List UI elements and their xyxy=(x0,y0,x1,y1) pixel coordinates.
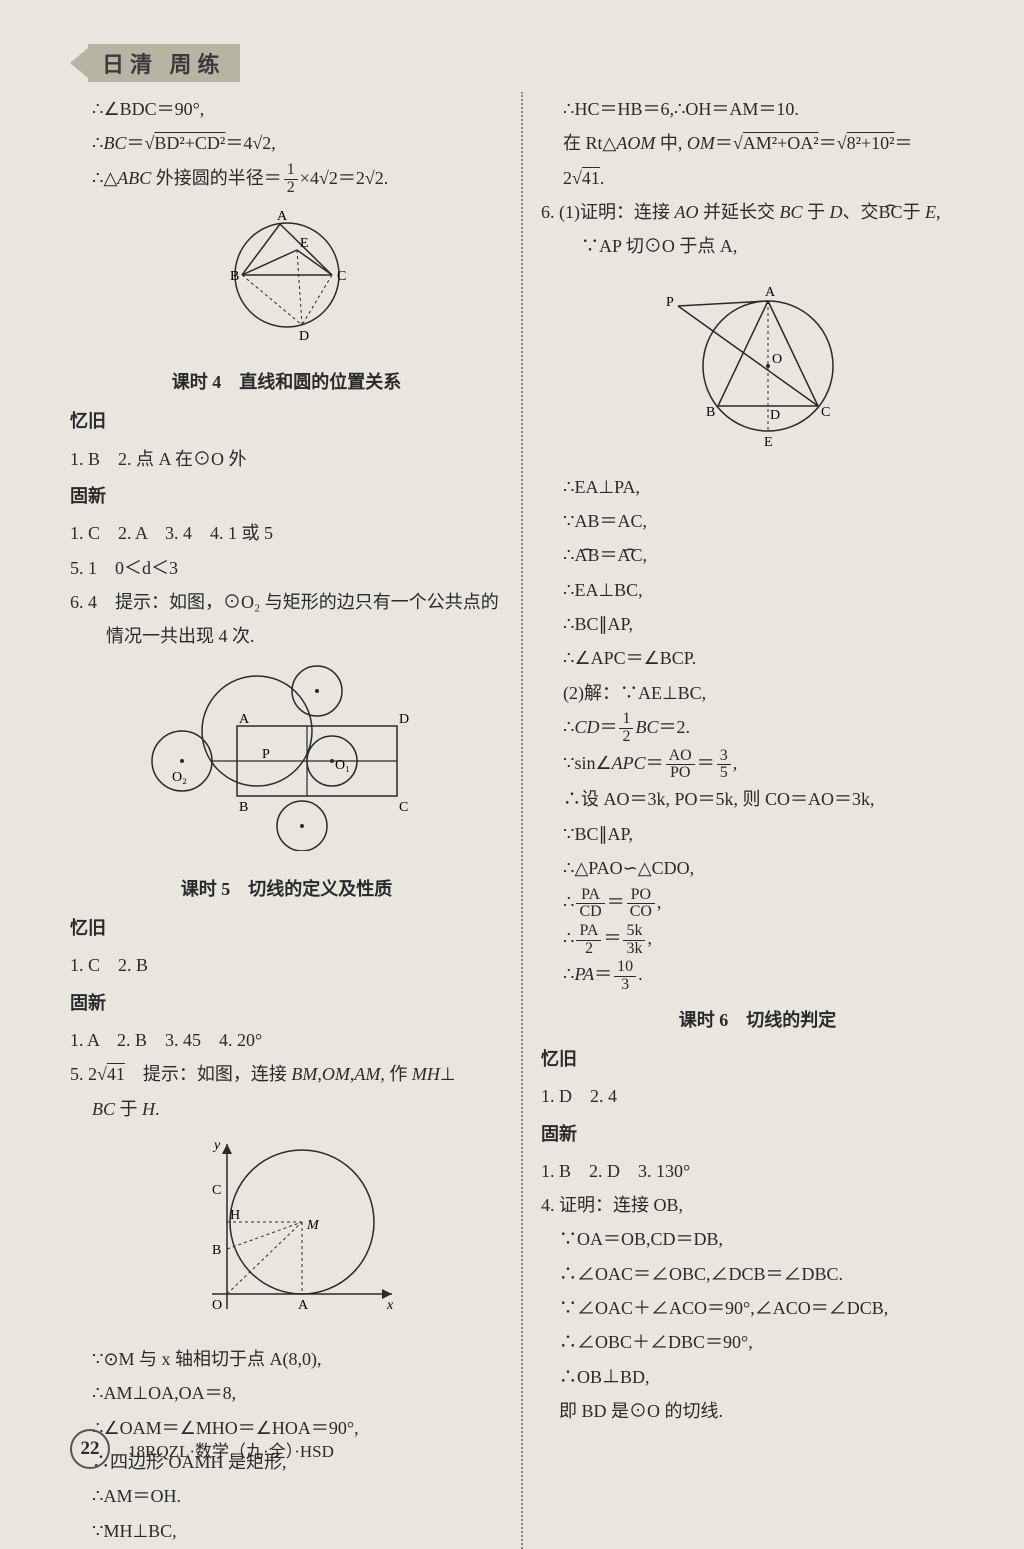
left-column: ∴∠BDC＝90°, ∴BC＝√BD²+CD²＝4√2, ∴△ABC 外接圆的半… xyxy=(70,92,503,1549)
text-line: 2√41. xyxy=(541,162,974,195)
svg-text:P: P xyxy=(262,747,270,762)
svg-text:O: O xyxy=(212,1298,222,1313)
page-footer: 22 18RQZL·数学（九·全）·HSD xyxy=(70,1429,334,1469)
header-arrow-icon xyxy=(70,48,88,78)
text-line: 5. 1 0＜d＜3 xyxy=(70,552,503,585)
text-line: ∵AB＝AC, xyxy=(541,505,974,538)
svg-text:A: A xyxy=(298,1298,309,1313)
text-line: 1. B 2. D 3. 130° xyxy=(541,1155,974,1188)
text-line: ∴EA⊥BC, xyxy=(541,574,974,607)
yijiu-heading: 忆旧 xyxy=(70,912,503,945)
text-line: ∵MH⊥BC, xyxy=(70,1515,503,1548)
lesson-5-title: 课时 5 切线的定义及性质 xyxy=(70,873,503,906)
svg-text:B: B xyxy=(230,269,239,284)
text-line: 1. C 2. B xyxy=(70,949,503,982)
text-line: ∴AM⊥OA,OA＝8, xyxy=(70,1377,503,1410)
text-line: ∴OB⊥BD, xyxy=(541,1361,974,1394)
svg-text:B: B xyxy=(706,405,715,420)
svg-text:E: E xyxy=(300,236,309,251)
text-line: 1. A 2. B 3. 45 4. 20° xyxy=(70,1024,503,1057)
figure-rect-circles: A B C D P O₁ O₂ xyxy=(70,661,503,862)
guxin-heading: 固新 xyxy=(70,480,503,513)
svg-text:B: B xyxy=(239,800,248,815)
svg-text:A: A xyxy=(277,209,288,224)
text-line: ∴BC∥AP, xyxy=(541,608,974,641)
svg-text:C: C xyxy=(399,800,408,815)
text-line: ∵⊙M 与 x 轴相切于点 A(8,0), xyxy=(70,1343,503,1376)
text-line: 情况一共出现 4 次. xyxy=(70,620,503,653)
svg-text:D: D xyxy=(299,329,309,344)
text-line: ∴PA2＝5k3k, xyxy=(541,922,974,957)
main-content: ∴∠BDC＝90°, ∴BC＝√BD²+CD²＝4√2, ∴△ABC 外接圆的半… xyxy=(70,92,974,1549)
svg-text:C: C xyxy=(212,1183,221,1198)
text-line: 6. (1)证明：连接 AO 并延长交 BC 于 D、交BC于 E, xyxy=(541,196,974,229)
footer-text: 18RQZL·数学（九·全）·HSD xyxy=(128,1437,334,1462)
svg-text:P: P xyxy=(666,295,674,310)
svg-text:B: B xyxy=(212,1243,221,1258)
figure-tangent-circle: O A B C H M x y xyxy=(70,1134,503,1335)
svg-text:C: C xyxy=(821,405,830,420)
header-title: 日清 周练 xyxy=(88,44,240,82)
text-line: ∴∠APC＝∠BCP. xyxy=(541,642,974,675)
text-line: 即 BD 是⊙O 的切线. xyxy=(541,1395,974,1428)
text-line: 4. 证明：连接 OB, xyxy=(541,1189,974,1222)
text-line: ∴∠BDC＝90°, xyxy=(70,93,503,126)
text-line: (2)解：∵AE⊥BC, xyxy=(541,677,974,710)
svg-text:D: D xyxy=(770,408,780,423)
svg-text:D: D xyxy=(399,712,409,727)
text-line: ∴△ABC 外接圆的半径＝12×4√2＝2√2. xyxy=(70,162,503,197)
figure-triangle-circle: A B C D E O P xyxy=(541,271,974,462)
text-line: ∴CD＝12BC＝2. xyxy=(541,711,974,746)
page-header: 日清 周练 xyxy=(70,48,240,78)
svg-text:A: A xyxy=(239,712,250,727)
svg-text:C: C xyxy=(337,269,346,284)
svg-text:M: M xyxy=(306,1218,320,1233)
yijiu-heading: 忆旧 xyxy=(541,1043,974,1076)
text-line: 1. B 2. 点 A 在⊙O 外 xyxy=(70,443,503,476)
text-line: ∴BC＝√BD²+CD²＝4√2, xyxy=(70,127,503,160)
text-line: ∵sin∠APC＝AOPO＝35, xyxy=(541,747,974,782)
text-line: 6. 4 提示：如图，⊙O₂ 与矩形的边只有一个公共点的 xyxy=(70,586,503,619)
text-line: ∵OA＝OB,CD＝DB, xyxy=(541,1223,974,1256)
guxin-heading: 固新 xyxy=(541,1118,974,1151)
text-line: BC 于 H. xyxy=(70,1093,503,1126)
text-line: ∴∠OAC＝∠OBC,∠DCB＝∠DBC. xyxy=(541,1258,974,1291)
text-line: ∵BC∥AP, xyxy=(541,818,974,851)
guxin-heading: 固新 xyxy=(70,987,503,1020)
text-line: ∴∠OBC＋∠DBC＝90°, xyxy=(541,1326,974,1359)
yijiu-heading: 忆旧 xyxy=(70,405,503,438)
svg-text:O₁: O₁ xyxy=(335,758,350,773)
figure-circle-abcde: A B C D E xyxy=(70,205,503,356)
svg-text:O: O xyxy=(772,352,782,367)
right-column: ∴HC＝HB＝6,∴OH＝AM＝10. 在 Rt△AOM 中, OM＝√AM²+… xyxy=(541,92,974,1549)
text-line: 1. D 2. 4 xyxy=(541,1080,974,1113)
text-line: 1. C 2. A 3. 4 4. 1 或 5 xyxy=(70,517,503,550)
svg-text:E: E xyxy=(764,435,773,450)
text-line: ∴HC＝HB＝6,∴OH＝AM＝10. xyxy=(541,93,974,126)
text-line: ∴设 AO＝3k, PO＝5k, 则 CO＝AO＝3k, xyxy=(541,783,974,816)
column-divider xyxy=(521,92,523,1549)
svg-text:x: x xyxy=(386,1298,394,1313)
svg-text:y: y xyxy=(212,1138,221,1153)
text-line: 5. 2√41 提示：如图，连接 BM,OM,AM, 作 MH⊥ xyxy=(70,1058,503,1091)
svg-text:O₂: O₂ xyxy=(172,770,187,785)
svg-text:H: H xyxy=(230,1208,240,1223)
text-line: ∴PACD＝POCO, xyxy=(541,886,974,921)
text-line: ∴EA⊥PA, xyxy=(541,471,974,504)
text-line: ∴AM＝OH. xyxy=(70,1480,503,1513)
page-number: 22 xyxy=(70,1429,110,1469)
lesson-6-title: 课时 6 切线的判定 xyxy=(541,1004,974,1037)
lesson-4-title: 课时 4 直线和圆的位置关系 xyxy=(70,366,503,399)
svg-text:A: A xyxy=(765,285,776,300)
text-line: ∵AP 切⊙O 于点 A, xyxy=(541,230,974,263)
text-line: ∴PA＝103. xyxy=(541,958,974,993)
text-line: ∵∠OAC＋∠ACO＝90°,∠ACO＝∠DCB, xyxy=(541,1292,974,1325)
text-line: 在 Rt△AOM 中, OM＝√AM²+OA²＝√8²+10²＝ xyxy=(541,127,974,160)
text-line: ∴△PAO∽△CDO, xyxy=(541,852,974,885)
text-line: ∴AB＝AC, xyxy=(541,539,974,572)
